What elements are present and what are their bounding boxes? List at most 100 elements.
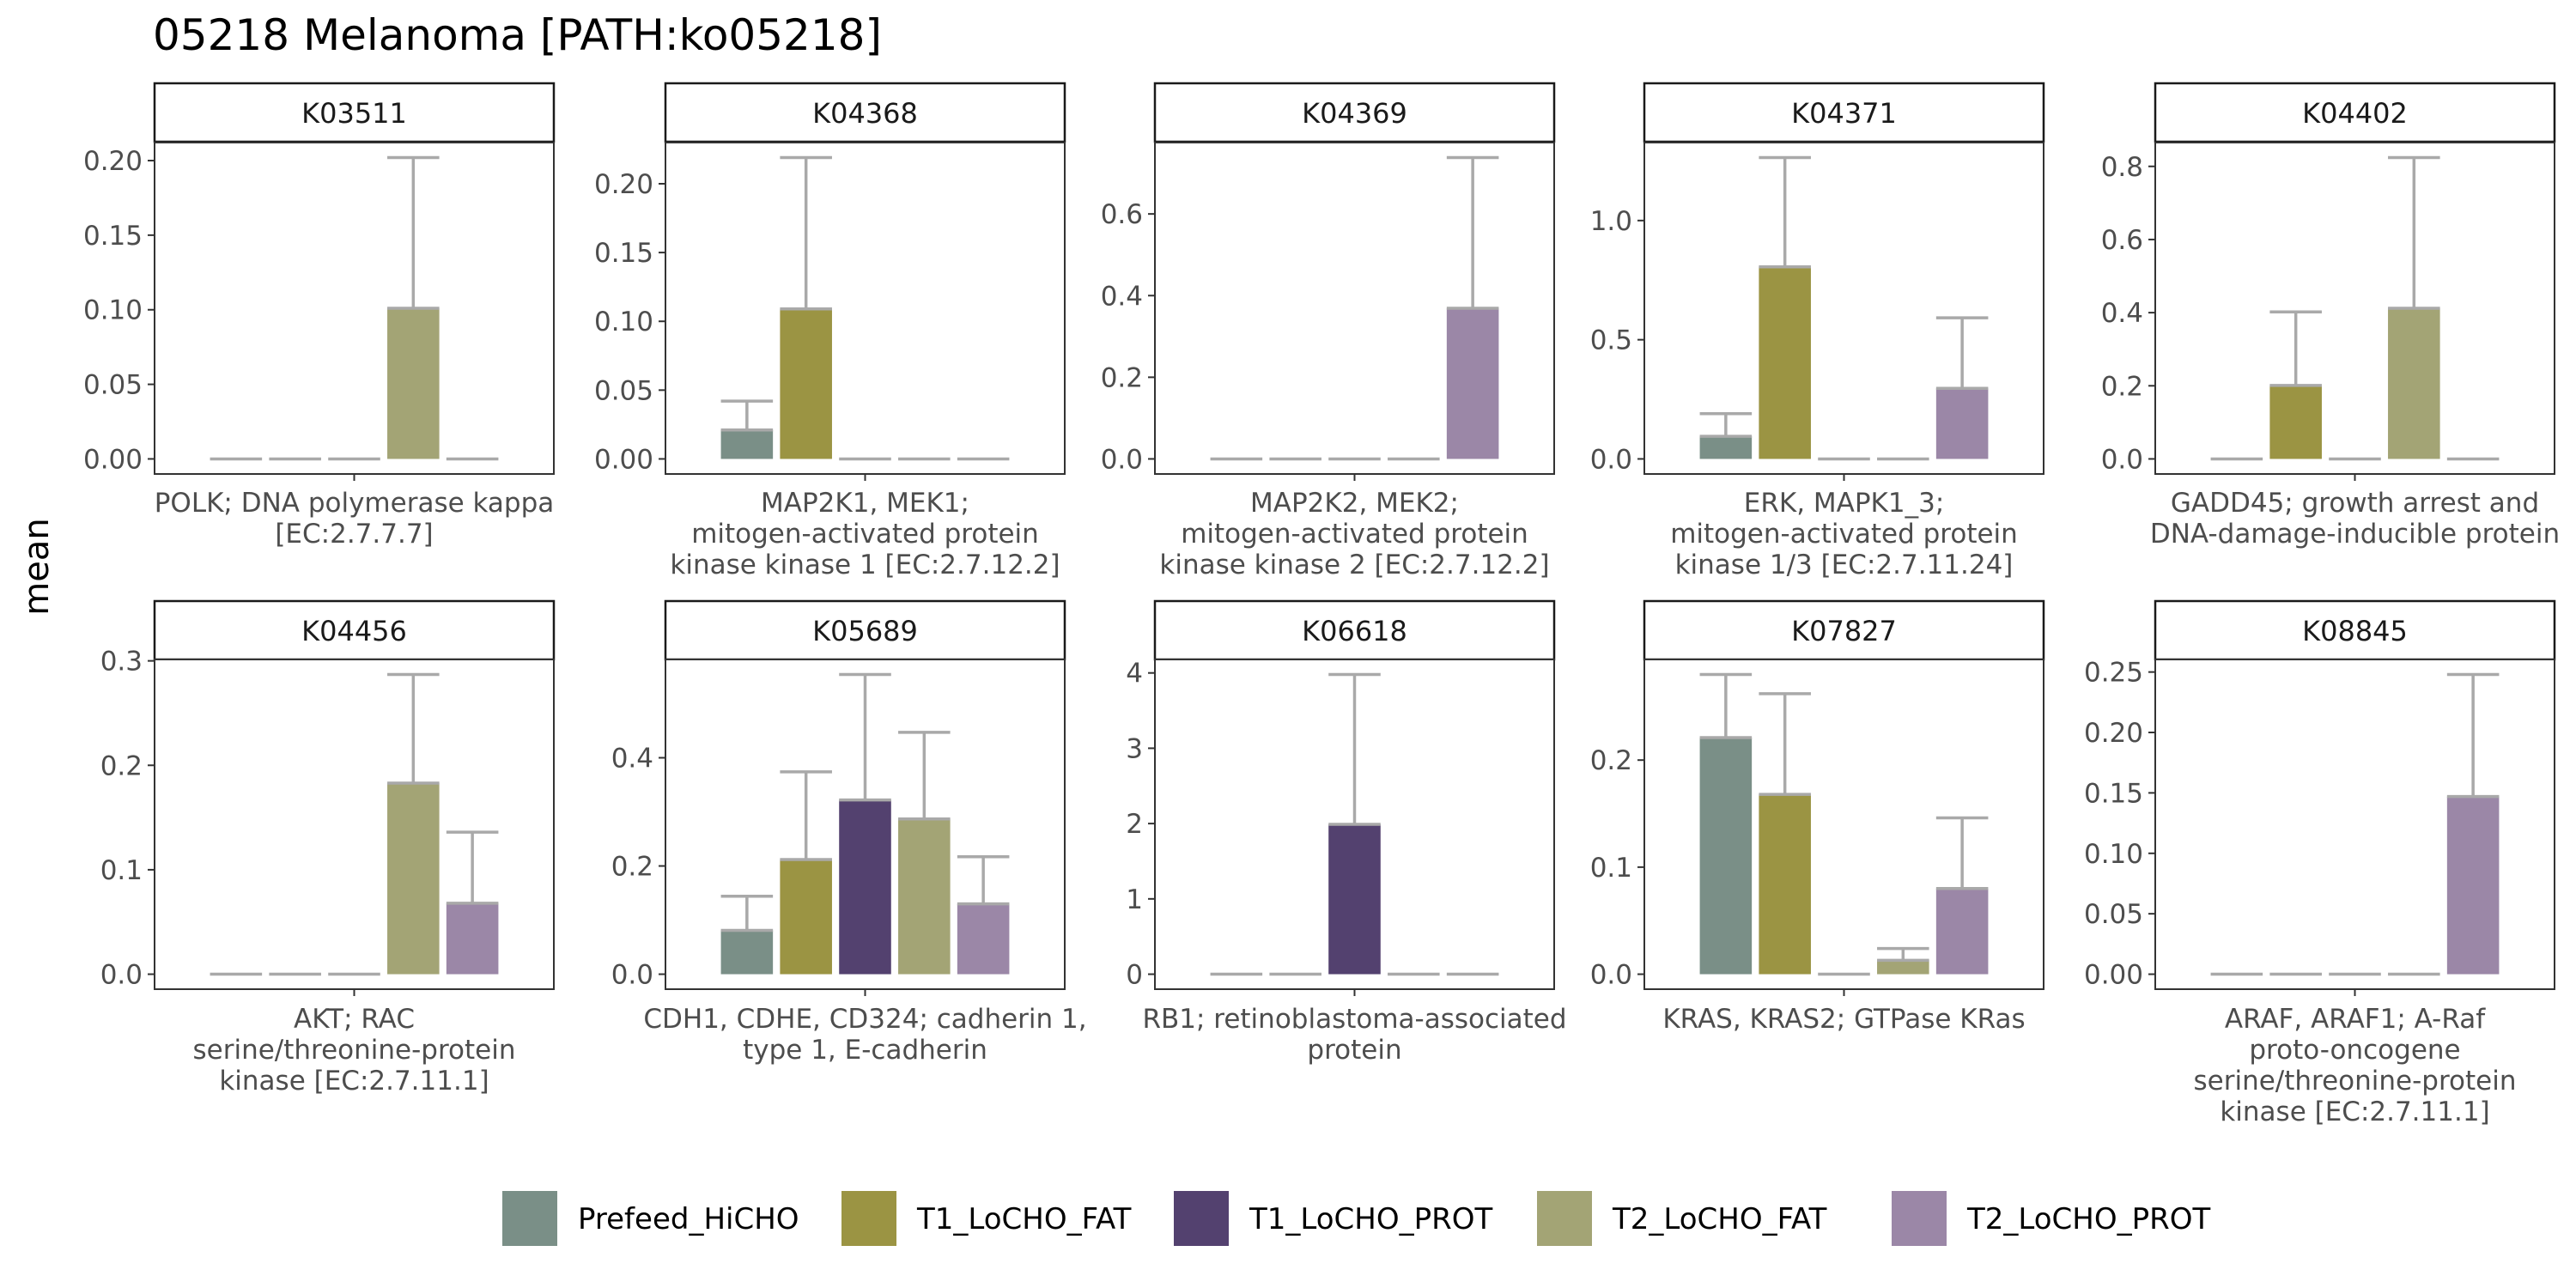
strip-label: K04369 — [1302, 97, 1407, 130]
bar-T2_LoCHO_FAT — [1877, 960, 1929, 975]
y-tick-label: 0 — [1126, 960, 1143, 991]
y-tick-label: 0.4 — [1101, 281, 1143, 312]
y-tick-label: 0.0 — [611, 960, 653, 991]
y-tick-label: 0.6 — [1101, 199, 1143, 230]
bar-T1_LoCHO_FAT — [780, 859, 832, 975]
y-tick-label: 0.3 — [100, 647, 143, 677]
x-tick-label: mitogen-activated protein — [1181, 519, 1528, 550]
x-tick-label: proto-oncogene — [2249, 1035, 2460, 1066]
bar-Prefeed_HiCHO — [1699, 436, 1753, 459]
x-tick-label: MAP2K1, MEK1; — [761, 488, 969, 519]
legend-label-T2_LoCHO_PROT: T2_LoCHO_PROT — [1966, 1202, 2211, 1236]
strip-box — [153, 82, 556, 143]
bar-T2_LoCHO_FAT — [387, 782, 440, 975]
strip-label: K05689 — [812, 615, 918, 647]
y-tick-label: 0.05 — [83, 370, 143, 401]
x-tick-label: kinase 1/3 [EC:2.7.11.24] — [1675, 550, 2014, 580]
bar-T1_LoCHO_PROT — [1328, 824, 1381, 975]
strip-box — [153, 599, 556, 661]
y-tick-label: 0.1 — [1590, 853, 1632, 884]
panel-K07827: K07827 0.0 0.1 0.2 KRAS, KRAS2; GTPase KRas — [1590, 599, 2045, 1035]
legend-label-T1_LoCHO_FAT: T1_LoCHO_FAT — [916, 1202, 1132, 1236]
x-tick-label: serine/threonine-protein — [2193, 1066, 2516, 1097]
x-tick-label: kinase kinase 1 [EC:2.7.12.2] — [670, 550, 1060, 580]
y-tick-label: 1 — [1126, 884, 1143, 915]
x-tick-label: RB1; retinoblastoma-associated — [1142, 1004, 1566, 1035]
legend: Prefeed_HiCHO T1_LoCHO_FAT T1_LoCHO_PROT T2… — [502, 1191, 2211, 1246]
bar-T2_LoCHO_FAT — [387, 308, 440, 459]
strip-box — [1643, 82, 2045, 143]
y-tick-label: 0.10 — [83, 295, 143, 326]
plot-area — [665, 143, 1065, 474]
x-tick-label: kinase [EC:2.7.11.1] — [2220, 1097, 2489, 1127]
y-tick-label: 0.5 — [1590, 325, 1632, 356]
y-tick-label: 0.00 — [594, 444, 653, 475]
y-tick-label: 3 — [1126, 733, 1143, 764]
plot-area — [2155, 143, 2555, 474]
strip-label: K08845 — [2302, 615, 2408, 647]
y-tick-label: 0.2 — [1101, 362, 1143, 393]
y-tick-label: 0.4 — [2101, 298, 2143, 329]
y-tick-label: 0.10 — [594, 307, 653, 337]
legend-item-T1_LoCHO_PROT: T1_LoCHO_PROT — [1174, 1191, 1493, 1246]
legend-label-T1_LoCHO_PROT: T1_LoCHO_PROT — [1249, 1202, 1493, 1236]
bar-Prefeed_HiCHO — [720, 429, 774, 459]
strip-box — [2154, 82, 2556, 143]
legend-label-T2_LoCHO_FAT: T2_LoCHO_FAT — [1612, 1202, 1827, 1236]
y-tick-label: 0.6 — [2101, 225, 2143, 256]
legend-item-Prefeed_HiCHO: Prefeed_HiCHO — [502, 1191, 799, 1246]
bar-T2_LoCHO_PROT — [1935, 888, 1989, 975]
bar-T2_LoCHO_PROT — [1446, 308, 1499, 459]
strip-box — [2154, 599, 2556, 661]
panel-K03511: K03511 0.00 0.05 0.10 0.15 0.20 POLK; DNA poly… — [83, 82, 556, 550]
y-tick-label: 0.15 — [594, 238, 653, 269]
panel-K04456: K04456 0.0 0.1 0.2 0.3 AKT; RACserine/threoni… — [100, 599, 556, 1097]
bar-T2_LoCHO_PROT — [1935, 388, 1989, 459]
x-tick-label: mitogen-activated protein — [1670, 519, 2018, 550]
y-tick-label: 0.00 — [83, 444, 143, 475]
bar-T2_LoCHO_FAT — [2388, 308, 2440, 459]
legend-key-Prefeed_HiCHO — [502, 1191, 557, 1246]
legend-label-Prefeed_HiCHO: Prefeed_HiCHO — [578, 1202, 799, 1236]
panel-K06618: K06618 0 1 2 3 4 RB1; retinoblastoma-associate… — [1126, 599, 1567, 1066]
panel-K04371: K04371 0.0 0.5 1.0 ERK, MAPK1_3;mitogen-acti… — [1590, 82, 2045, 580]
y-tick-label: 0.00 — [2084, 960, 2143, 991]
y-tick-label: 0.0 — [1101, 444, 1143, 475]
y-axis-title: mean — [17, 518, 57, 615]
x-tick-label: type 1, E-cadherin — [743, 1035, 987, 1066]
panel-K08845: K08845 0.00 0.05 0.10 0.15 0.20 0.25 ARAF, ARAF… — [2084, 599, 2556, 1127]
x-tick-label: [EC:2.7.7.7] — [275, 519, 433, 550]
y-tick-label: 0.2 — [2101, 371, 2143, 402]
strip-label: K04456 — [301, 615, 407, 647]
panel-K05689: K05689 0.0 0.2 0.4 CDH1, CDHE, CD324; cadher… — [611, 599, 1087, 1066]
bar-T1_LoCHO_FAT — [1759, 794, 1811, 975]
strip-box — [664, 599, 1066, 661]
y-tick-label: 0.0 — [2101, 444, 2143, 475]
y-tick-label: 4 — [1126, 659, 1143, 690]
strip-label: K07827 — [1791, 615, 1897, 647]
y-tick-label: 0.20 — [2084, 718, 2143, 749]
y-tick-label: 0.20 — [83, 146, 143, 177]
bar-Prefeed_HiCHO — [1699, 738, 1753, 975]
strip-label: K06618 — [1302, 615, 1407, 647]
bar-T2_LoCHO_PROT — [957, 903, 1010, 975]
strip-label: K04371 — [1791, 97, 1897, 130]
legend-item-T2_LoCHO_FAT: T2_LoCHO_FAT — [1537, 1191, 1827, 1246]
y-tick-label: 0.2 — [1590, 745, 1632, 776]
x-tick-label: MAP2K2, MEK2; — [1250, 488, 1459, 519]
strip-box — [1643, 599, 2045, 661]
y-tick-label: 0.1 — [100, 855, 143, 886]
x-tick-label: ERK, MAPK1_3; — [1744, 488, 1945, 519]
bar-T2_LoCHO_PROT — [446, 902, 499, 975]
legend-key-T1_LoCHO_FAT — [841, 1191, 896, 1246]
y-tick-label: 1.0 — [1590, 206, 1632, 237]
y-tick-label: 0.0 — [1590, 444, 1632, 475]
x-tick-label: mitogen-activated protein — [691, 519, 1039, 550]
bar-T1_LoCHO_FAT — [2269, 385, 2322, 459]
legend-key-T2_LoCHO_PROT — [1892, 1191, 1947, 1246]
bar-T1_LoCHO_PROT — [839, 799, 891, 975]
panel-K04369: K04369 0.0 0.2 0.4 0.6 MAP2K2, MEK2;mitogen-a… — [1101, 82, 1556, 580]
x-tick-label: CDH1, CDHE, CD324; cadherin 1, — [643, 1004, 1086, 1035]
y-tick-label: 0.4 — [611, 743, 653, 774]
